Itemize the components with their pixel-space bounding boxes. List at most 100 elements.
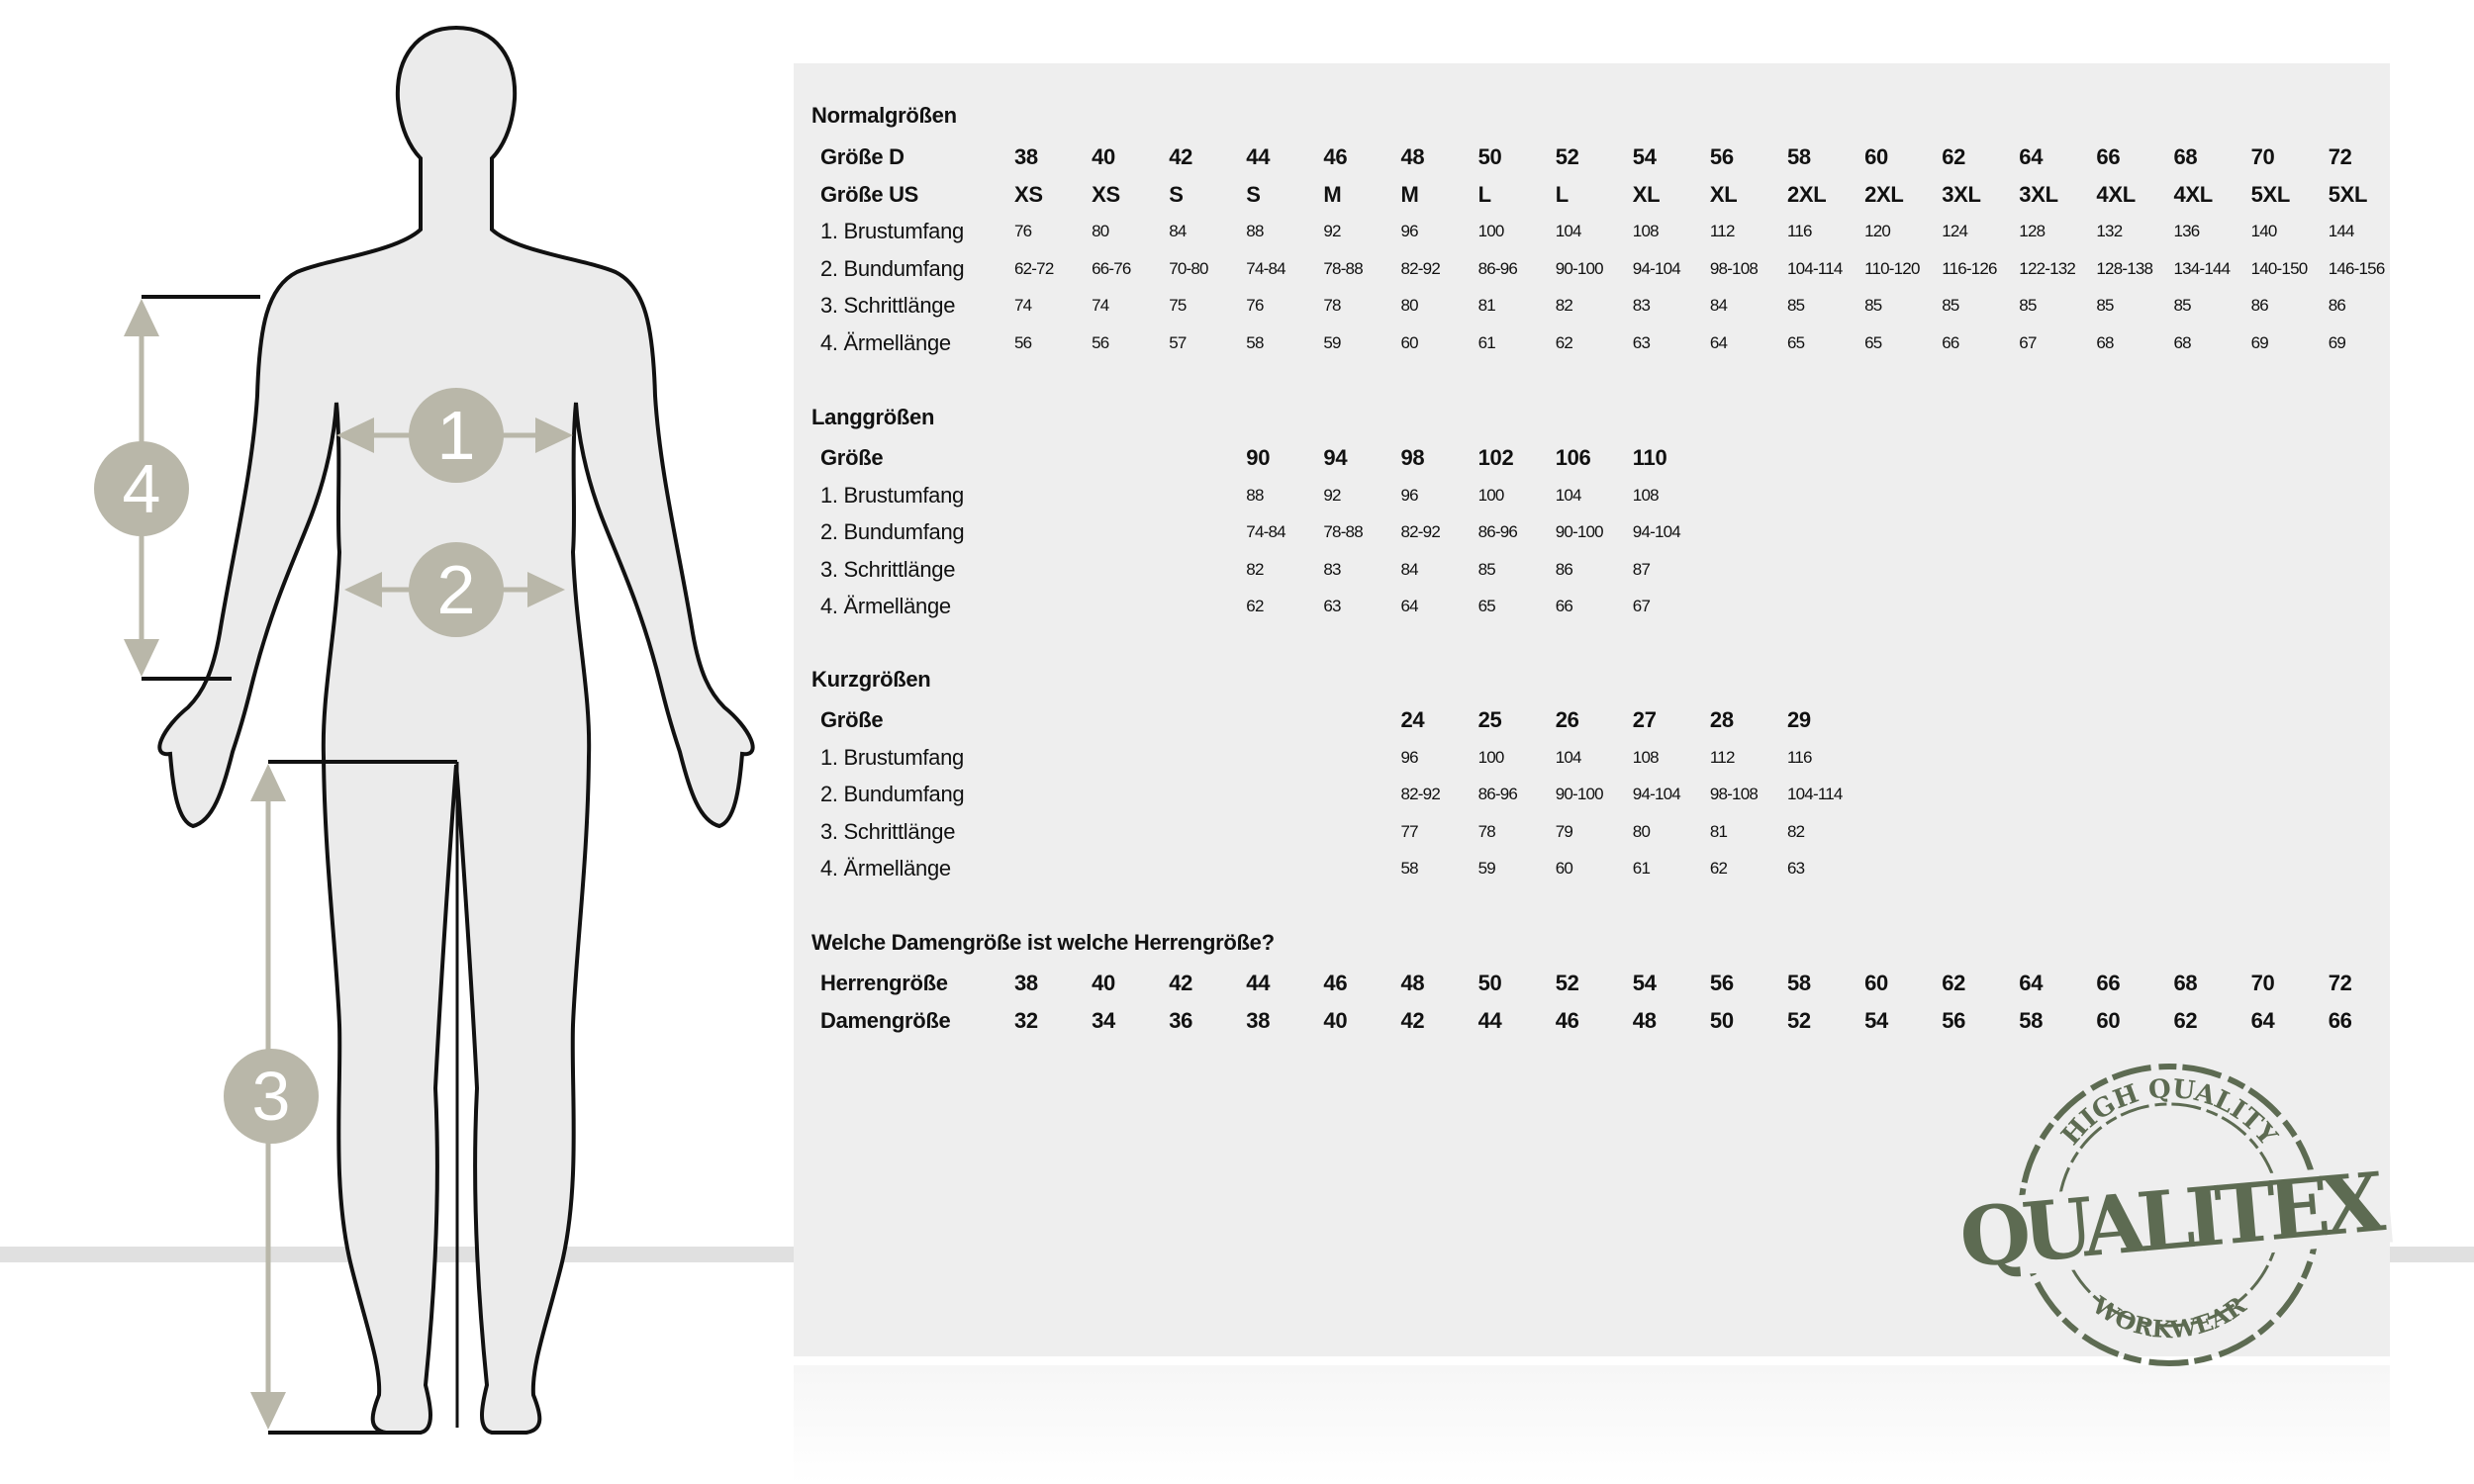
- header-cell: 38: [1246, 1007, 1271, 1033]
- body-outline: [157, 26, 755, 1435]
- table-cell: 84: [1169, 222, 1187, 240]
- header-cell: 38: [1014, 971, 1038, 995]
- header-cell: S: [1246, 181, 1261, 207]
- table-cell: 85: [1942, 296, 1959, 315]
- table-cell: 82: [1246, 559, 1264, 579]
- table-cell: 108: [1632, 747, 1660, 767]
- header-cell: 60: [1864, 971, 1888, 995]
- table-cell: 74-84: [1246, 258, 1285, 278]
- header-cell: 66: [2328, 1007, 2352, 1033]
- table-cell: 61: [1477, 332, 1496, 352]
- header-cell: 50: [1477, 144, 1502, 169]
- table-cell: 116-126: [1942, 258, 1997, 278]
- table-cell: 90-100: [1555, 785, 1604, 803]
- table-cell: 76: [1014, 222, 1032, 240]
- measure-row-label: 3. Schrittlänge: [820, 556, 956, 582]
- header-cell: 106: [1555, 445, 1591, 470]
- table-cell: 78: [1477, 821, 1496, 841]
- header-cell: 4XL: [2173, 181, 2214, 207]
- table-cell: 90-100: [1555, 258, 1604, 278]
- table-cell: 92: [1323, 485, 1341, 505]
- inseam-arrow-up-icon: [250, 764, 286, 801]
- table-cell: 124: [1942, 222, 1968, 240]
- header-cell: 36: [1169, 1007, 1193, 1033]
- header-cell: 58: [1787, 971, 1811, 995]
- header-cell: 68: [2173, 144, 2198, 169]
- header-cell: XL: [1709, 181, 1738, 207]
- header-row-label: Größe US: [820, 181, 919, 207]
- body-right-half: [454, 26, 755, 1435]
- table-cell: 94-104: [1632, 258, 1681, 278]
- header-cell: 40: [1092, 971, 1115, 995]
- table-cell: 90-100: [1555, 522, 1604, 541]
- marker-3-circle: [224, 1049, 319, 1144]
- table-cell: 86: [2328, 296, 2346, 315]
- table-cell: 80: [1400, 296, 1419, 315]
- table-cell: 82: [1787, 821, 1805, 841]
- table-cell: 67: [1632, 597, 1651, 615]
- table-cell: 69: [2328, 332, 2346, 352]
- table-cell: 132: [2096, 222, 2123, 240]
- table-cell: 60: [1555, 859, 1573, 878]
- table-cell: 85: [2096, 296, 2114, 315]
- table-cell: 79: [1555, 821, 1573, 841]
- header-cell: 94: [1323, 445, 1348, 470]
- header-row-label: Größe: [820, 707, 884, 732]
- table-cell: 86: [1555, 559, 1573, 579]
- table-cell: 76: [1246, 296, 1264, 315]
- sleeve-arrow-down-icon: [124, 639, 159, 677]
- chest-arrow-right-icon: [535, 417, 573, 453]
- header-cell: 64: [2019, 144, 2044, 169]
- table-cell: 100: [1477, 747, 1505, 767]
- header-cell: 44: [1246, 144, 1271, 169]
- table-cell: 122-132: [2019, 258, 2076, 278]
- table-cell: 128-138: [2096, 258, 2153, 278]
- sleeve-arrow-up-icon: [124, 299, 159, 336]
- table-cell: 82-92: [1400, 785, 1441, 803]
- header-cell: 52: [1555, 144, 1579, 169]
- header-cell: 24: [1400, 707, 1425, 732]
- table-cell: 104-114: [1787, 258, 1843, 278]
- table-cell: 96: [1400, 222, 1419, 240]
- table-cell: 69: [2250, 332, 2269, 352]
- header-cell: 28: [1709, 707, 1734, 732]
- table-cell: 92: [1323, 222, 1341, 240]
- header-cell: M: [1323, 181, 1342, 207]
- table-cell: 112: [1709, 222, 1735, 240]
- header-cell: 27: [1632, 707, 1657, 732]
- measure-row-label: 1. Brustumfang: [820, 482, 964, 508]
- table-cell: 77: [1400, 821, 1419, 841]
- header-cell: 3XL: [2019, 181, 2058, 207]
- marker-4-circle: [94, 441, 189, 536]
- header-cell: 52: [1555, 971, 1579, 995]
- table-cell: 116: [1787, 747, 1812, 767]
- table-cell: 94-104: [1632, 785, 1681, 803]
- table-cell: 82: [1555, 296, 1573, 315]
- table-cell: 87: [1632, 559, 1651, 579]
- table-cell: 84: [1709, 296, 1728, 315]
- table-cell: 86-96: [1477, 258, 1518, 278]
- table-cell: 96: [1400, 747, 1419, 767]
- header-cell: 42: [1169, 144, 1193, 169]
- table-cell: 100: [1477, 485, 1505, 505]
- table-cell: 144: [2328, 222, 2355, 240]
- table-cell: 81: [1709, 821, 1728, 841]
- header-cell: 48: [1400, 971, 1425, 995]
- header-row-label: Herrengröße: [820, 971, 948, 995]
- marker-1-number: 1: [437, 397, 476, 474]
- table-cell: 104-114: [1787, 785, 1843, 803]
- table-cell: 68: [2096, 332, 2114, 352]
- table-cell: 59: [1477, 859, 1496, 878]
- table-cell: 63: [1787, 859, 1805, 878]
- logo-band: [1951, 1162, 2393, 1280]
- header-cell: 48: [1400, 144, 1425, 169]
- table-cell: 62: [1246, 597, 1264, 615]
- section-title: Kurzgrößen: [811, 667, 931, 692]
- header-cell: L: [1477, 181, 1491, 207]
- table-cell: 78: [1323, 296, 1341, 315]
- measure-row-label: 1. Brustumfang: [820, 744, 964, 770]
- header-cell: 102: [1477, 445, 1514, 470]
- table-cell: 56: [1014, 332, 1032, 352]
- table-cell: 65: [1864, 332, 1882, 352]
- header-cell: 40: [1092, 144, 1115, 169]
